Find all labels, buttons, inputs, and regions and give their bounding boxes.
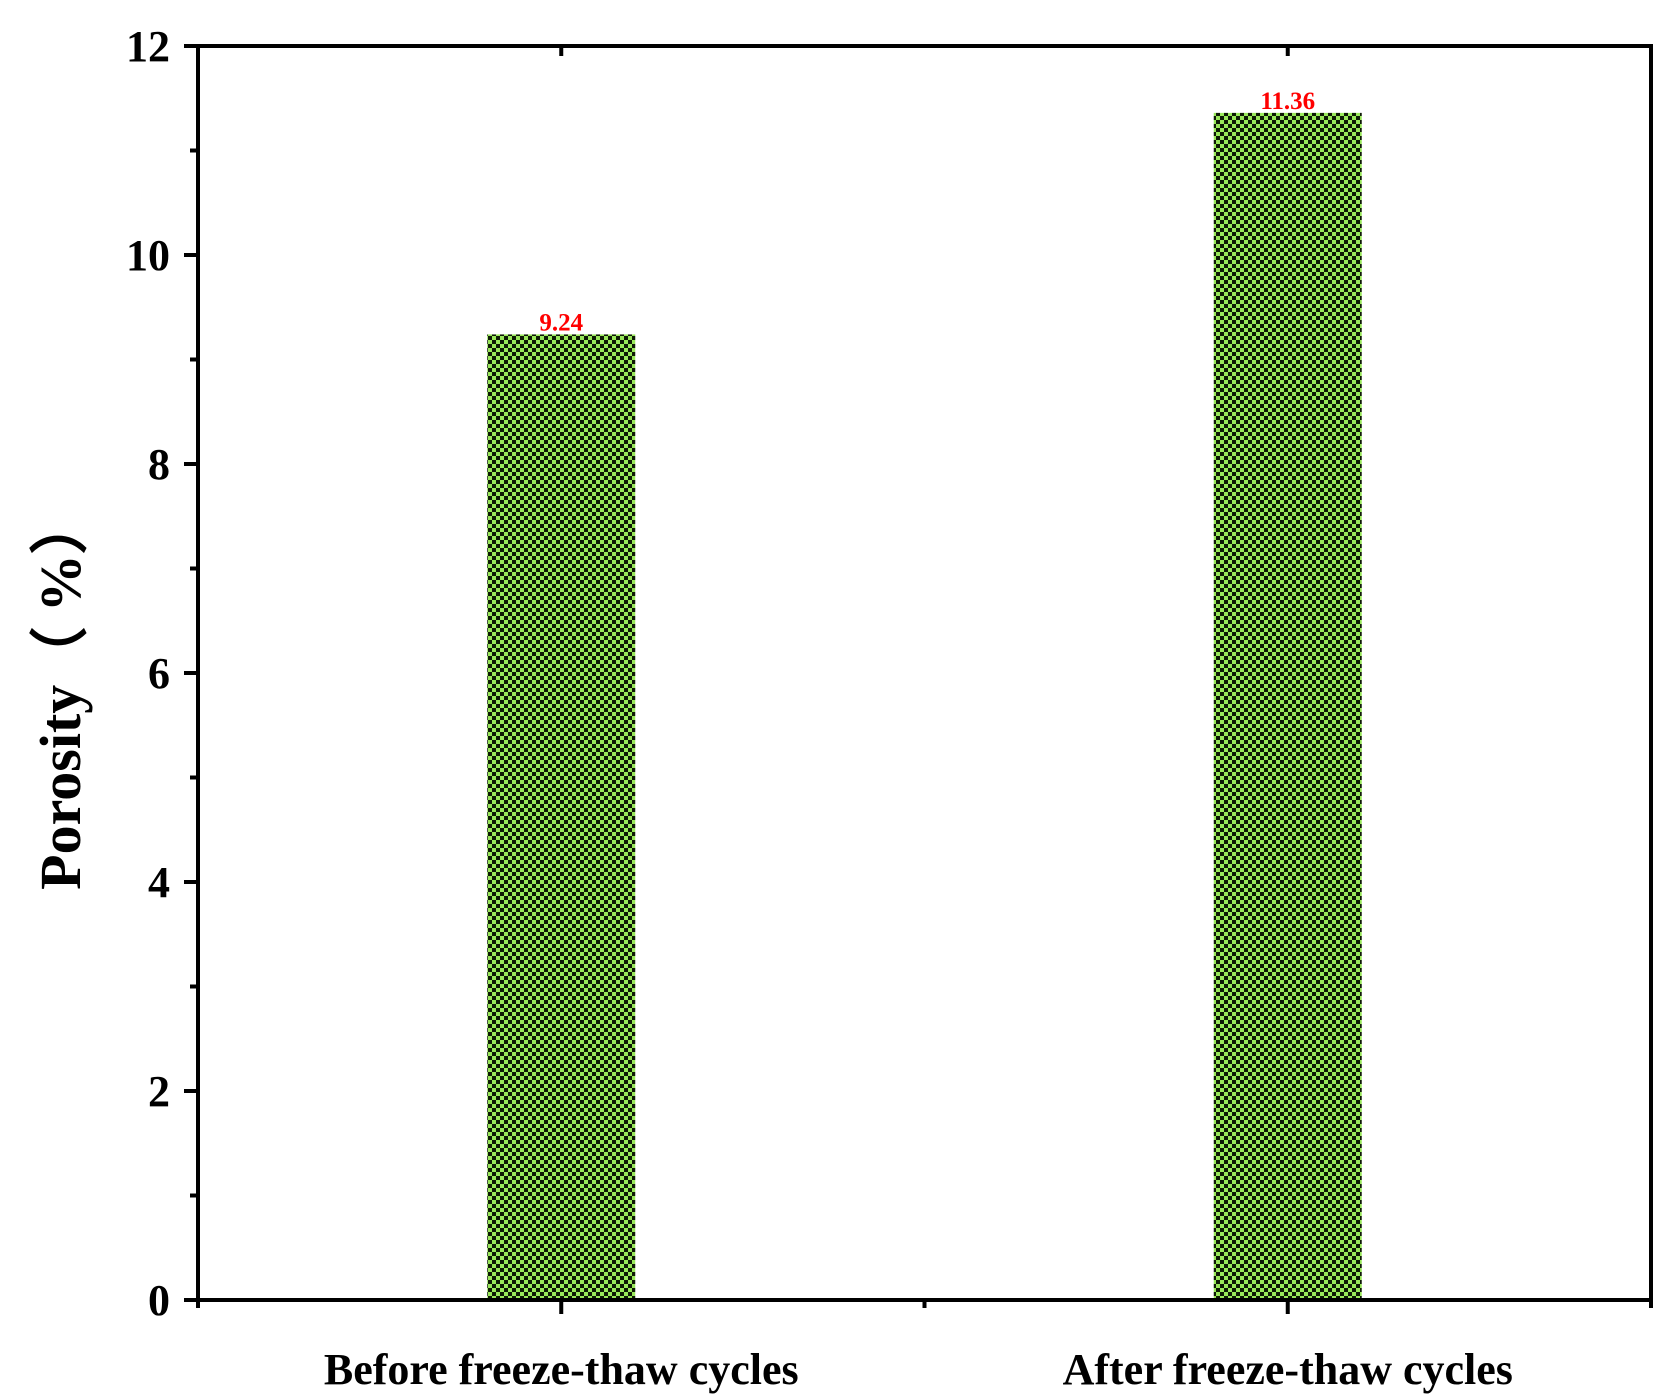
x-category-label-1: Before freeze-thaw cycles bbox=[324, 1345, 799, 1394]
y-tick-label-12: 12 bbox=[126, 22, 170, 71]
bar-1 bbox=[487, 334, 636, 1300]
x-axis-category-labels: Before freeze-thaw cycles After freeze-th… bbox=[324, 1345, 1513, 1394]
x-category-label-2: After freeze-thaw cycles bbox=[1063, 1345, 1513, 1394]
bar-2 bbox=[1213, 112, 1362, 1300]
data-labels-layer: 9.24 11.36 bbox=[539, 88, 1315, 337]
x-axis-ticks bbox=[196, 46, 1653, 1314]
y-tick-label-6: 6 bbox=[148, 649, 170, 698]
bar-value-label-1: 9.24 bbox=[539, 309, 583, 336]
y-tick-label-8: 8 bbox=[148, 440, 170, 489]
bar-value-label-2: 11.36 bbox=[1260, 88, 1315, 115]
y-axis-tick-labels: 0 2 4 6 8 10 12 bbox=[126, 22, 170, 1325]
y-tick-label-4: 4 bbox=[148, 858, 170, 907]
y-tick-label-10: 10 bbox=[126, 231, 170, 280]
plot-area-frame bbox=[196, 44, 1653, 1302]
y-axis-title: Porosity（ %） bbox=[28, 496, 93, 890]
y-axis-ticks bbox=[184, 44, 198, 1302]
y-tick-label-2: 2 bbox=[148, 1067, 170, 1116]
y-tick-label-0: 0 bbox=[148, 1276, 170, 1325]
bars-layer bbox=[487, 112, 1362, 1300]
